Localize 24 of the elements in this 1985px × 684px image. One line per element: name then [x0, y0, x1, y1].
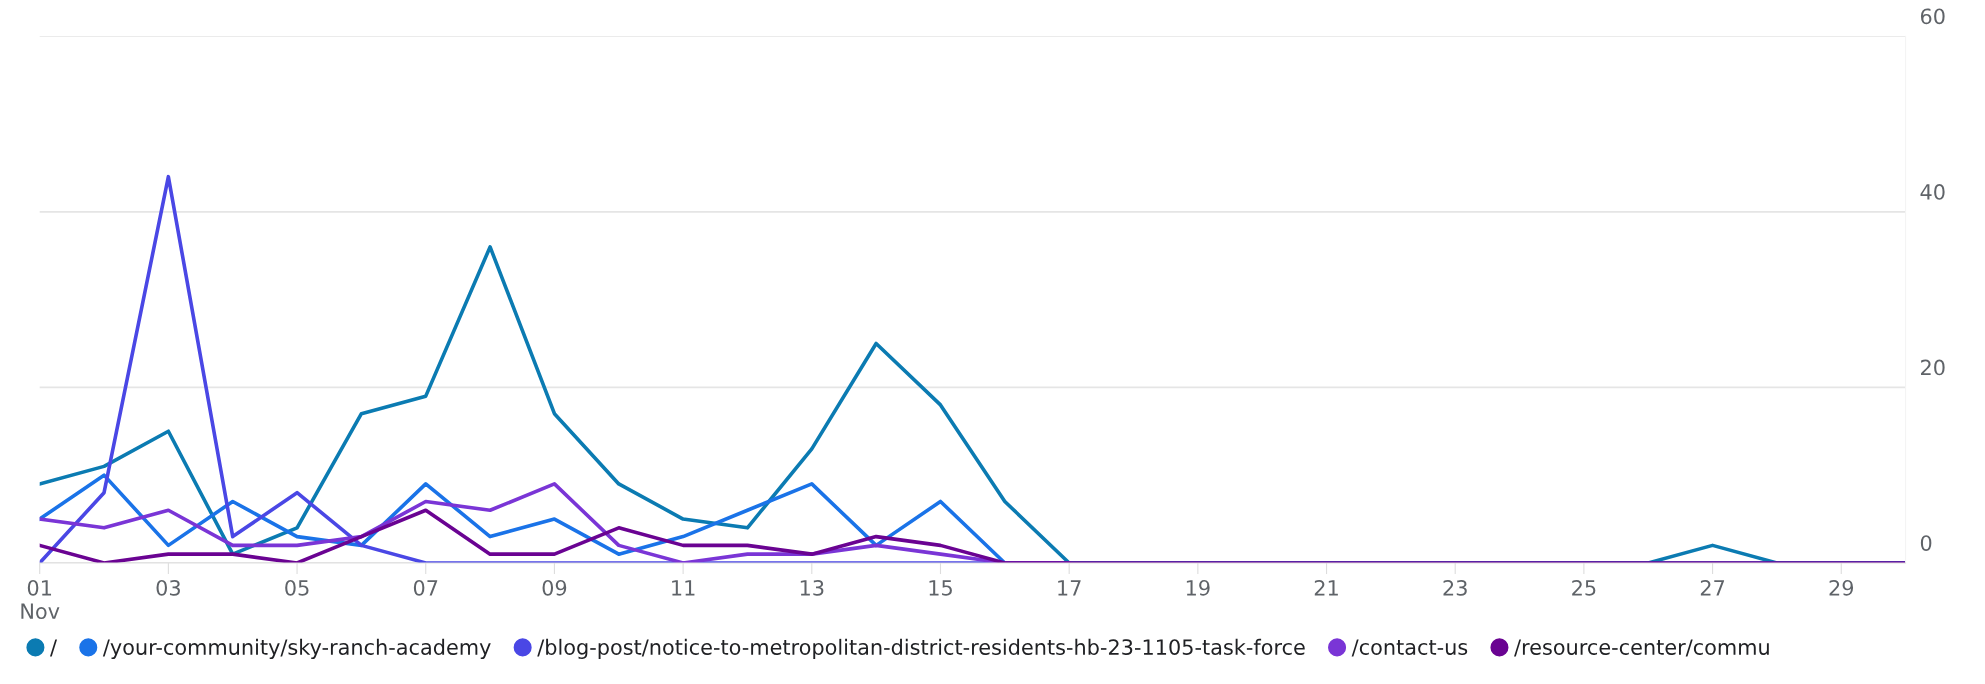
legend-label: /resource-center/commu — [1514, 639, 1769, 657]
legend-label: /blog-post/notice-to-metropolitan-district-residents-hb-23-1105-task-force — [537, 638, 1305, 659]
x-tick-label: 29 — [1829, 579, 1854, 596]
x-tick-label: 21 — [1314, 579, 1338, 596]
x-tick-label: 25 — [1572, 579, 1596, 596]
x-tick-label: 19 — [1186, 579, 1210, 596]
x-tick-label: 27 — [1700, 579, 1725, 596]
y-tick-label: 20 — [1921, 359, 1945, 376]
x-tick-label: 03 — [156, 579, 180, 596]
x-tick-label: 13 — [800, 579, 824, 596]
x-tick-label: 11 — [672, 580, 695, 596]
x-tick-label: 17 — [1058, 580, 1081, 596]
legend-label: /your-community/sky-ranch-academy — [102, 638, 491, 659]
y-tick-label: 60 — [1920, 8, 1945, 25]
x-tick-label: 05 — [285, 579, 309, 596]
x-tick-label: 01 Nov — [21, 579, 60, 620]
x-tick-label: 23 — [1443, 579, 1467, 596]
x-tick-label: 15 — [929, 580, 952, 596]
legend-label: /contact-us — [1351, 639, 1468, 657]
legend-label: / — [50, 639, 58, 657]
x-tick-label: 09 — [542, 579, 567, 596]
x-tick-label: 07 — [413, 579, 438, 596]
y-tick-label: 40 — [1920, 184, 1945, 200]
y-tick-label: 0 — [1920, 535, 1932, 551]
